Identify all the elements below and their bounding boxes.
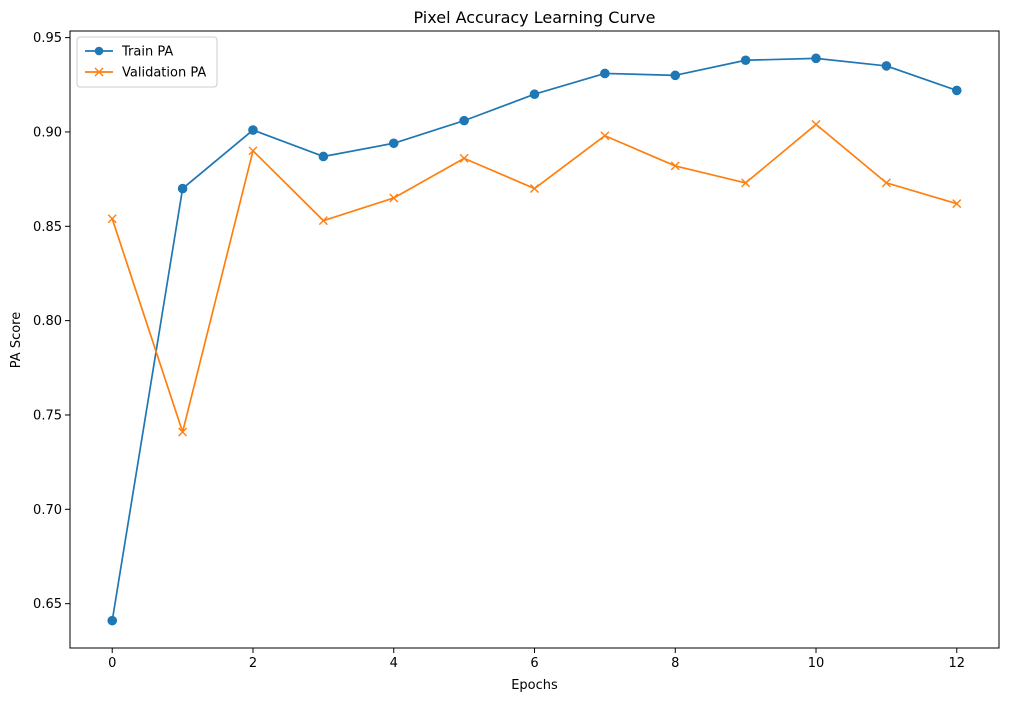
x-marker-stroke [811, 119, 821, 129]
x-axis-title: Epochs [511, 678, 558, 693]
data-point-train-pa [248, 125, 258, 135]
data-point-validation-pa [248, 146, 258, 156]
x-marker-stroke [178, 427, 188, 437]
legend-marker [94, 67, 104, 77]
data-point-train-pa [881, 61, 892, 71]
legend-box [76, 36, 218, 88]
data-point-validation-pa [530, 184, 539, 194]
y-tick-label: 0.70 [33, 503, 62, 518]
data-point-train-pa [600, 68, 610, 79]
x-marker-stroke [881, 178, 891, 188]
x-marker-stroke [530, 184, 539, 194]
data-point-validation-pa [178, 427, 188, 437]
data-point-train-pa [811, 53, 821, 64]
x-tick-label: 8 [671, 656, 679, 671]
axes: 0 2 4 6 8 10 12 0.65 0.70 0.75 0.80 0.85 0.90 0.95 [33, 30, 1000, 671]
x-marker-stroke [741, 178, 751, 188]
data-point-train-pa [318, 151, 329, 162]
series-line-validation-pa [111, 123, 958, 433]
data-point-validation-pa [952, 199, 962, 209]
x-marker-stroke [248, 146, 258, 156]
legend: Train PA Validation PA [76, 36, 218, 88]
x-tick-label: 2 [249, 656, 257, 671]
data-point-train-pa [107, 615, 118, 626]
y-tick-label: 0.65 [33, 597, 62, 612]
data-point-train-pa [459, 115, 469, 126]
data-point-validation-pa [459, 153, 469, 163]
data-point-validation-pa [670, 161, 680, 171]
x-marker-stroke [459, 153, 469, 163]
data-point-validation-pa [881, 178, 891, 188]
x-tick-label: 6 [530, 656, 538, 671]
y-tick-label: 0.95 [33, 31, 62, 46]
data-point-validation-pa [107, 214, 117, 224]
data-point-train-pa [670, 70, 681, 81]
x-marker-stroke [952, 199, 962, 209]
data-point-validation-pa [741, 178, 751, 188]
data-point-train-pa [529, 89, 540, 100]
y-axis-title: PA Score [9, 312, 24, 368]
legend-label: Validation PA [122, 66, 206, 81]
x-marker-stroke [600, 131, 610, 141]
data-point-train-pa [740, 55, 751, 66]
x-tick-label: 12 [948, 656, 965, 671]
y-tick-label: 0.80 [33, 314, 62, 329]
chart-title: Pixel Accuracy Learning Curve [414, 8, 656, 27]
plot-area [107, 53, 962, 626]
x-tick-label: 10 [808, 656, 825, 671]
x-marker-stroke [670, 161, 680, 171]
data-point-train-pa [177, 183, 188, 194]
data-point-train-pa [951, 85, 962, 96]
y-tick-label: 0.90 [33, 125, 62, 140]
y-tick-label: 0.85 [33, 220, 62, 235]
legend-item-train-pa: Train PA [85, 45, 173, 60]
legend-item-validation-pa: Validation PA [85, 66, 206, 81]
data-point-validation-pa [389, 193, 399, 203]
x-marker-stroke [389, 193, 399, 203]
series-line-train-pa [111, 57, 958, 621]
data-point-validation-pa [600, 131, 610, 141]
data-point-validation-pa [811, 119, 821, 129]
x-tick-label: 4 [390, 656, 398, 671]
x-marker-stroke [318, 216, 328, 226]
y-tick-label: 0.75 [33, 408, 62, 423]
x-tick-label: 0 [108, 656, 116, 671]
data-point-validation-pa [318, 216, 328, 226]
data-point-train-pa [388, 138, 399, 149]
x-marker-stroke [107, 214, 117, 224]
legend-label: Train PA [121, 45, 173, 60]
plot-frame [69, 30, 1000, 649]
legend-marker [94, 46, 104, 56]
